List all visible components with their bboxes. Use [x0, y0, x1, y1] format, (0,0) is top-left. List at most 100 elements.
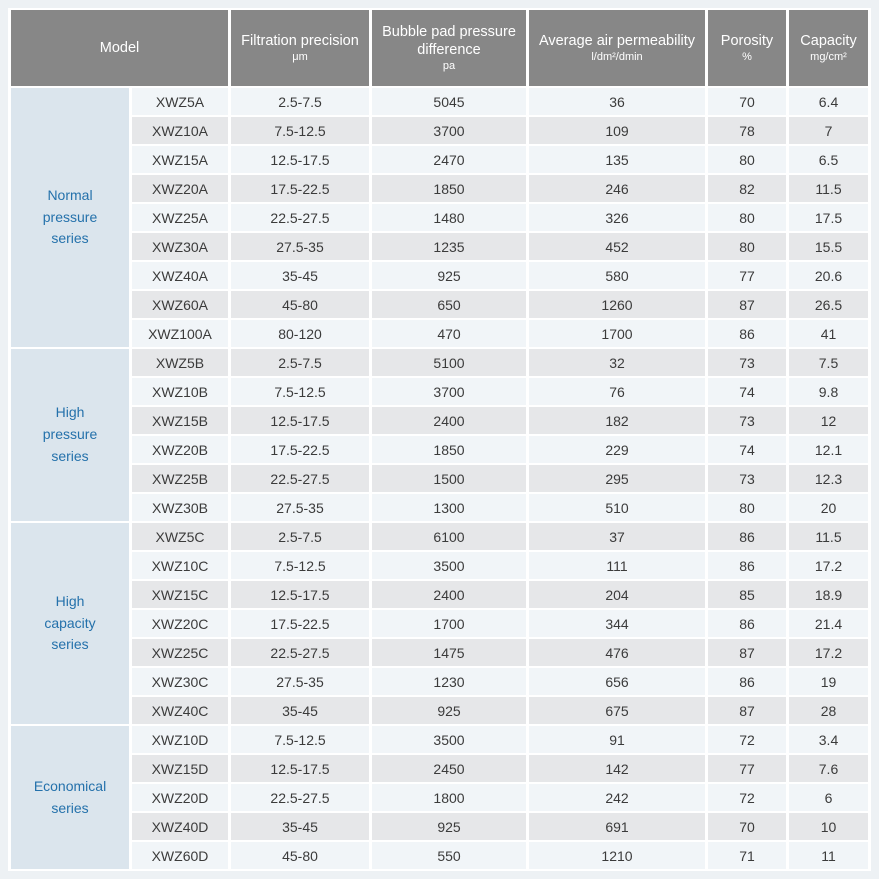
cell-permeability: 91 [529, 726, 705, 753]
cell-porosity: 73 [708, 349, 786, 376]
cell-pressure: 2470 [372, 146, 526, 173]
cell-model: XWZ5A [132, 88, 228, 115]
cell-model: XWZ10B [132, 378, 228, 405]
col-header-capacity: Capacity mg/cm² [789, 10, 868, 86]
col-header-porosity-title: Porosity [720, 32, 774, 49]
cell-model: XWZ25C [132, 639, 228, 666]
cell-permeability: 204 [529, 581, 705, 608]
cell-porosity: 77 [708, 755, 786, 782]
table-header: Model Filtration precision μm Bubble pad… [11, 10, 868, 86]
cell-capacity: 12.3 [789, 465, 868, 492]
cell-pressure: 1480 [372, 204, 526, 231]
cell-model: XWZ20D [132, 784, 228, 811]
cell-pressure: 1235 [372, 233, 526, 260]
cell-pressure: 3700 [372, 117, 526, 144]
table-row: Normal pressure series XWZ5A 2.5-7.5 5045 36… [11, 88, 868, 347]
product-spec-table: Model Filtration precision μm Bubble pad… [8, 8, 871, 871]
cell-model: XWZ15D [132, 755, 228, 782]
col-header-filtration-precision: Filtration precision μm [231, 10, 369, 86]
cell-porosity: 82 [708, 175, 786, 202]
col-header-capacity-title: Capacity [800, 32, 857, 49]
cell-capacity: 19 [789, 668, 868, 695]
cell-precision: 17.5-22.5 [231, 175, 369, 202]
table-row: XWZ10B 7.5-12.5 3700 76 74 9.8 [11, 378, 868, 405]
cell-pressure: 1500 [372, 465, 526, 492]
table-row: XWZ30A 27.5-35 1235 452 80 15.5 [11, 233, 868, 260]
cell-capacity: 17.2 [789, 639, 868, 666]
col-header-model: Model [11, 10, 228, 86]
cell-precision: 12.5-17.5 [231, 581, 369, 608]
cell-pressure: 3700 [372, 378, 526, 405]
cell-pressure: 1800 [372, 784, 526, 811]
cell-model: XWZ10C [132, 552, 228, 579]
cell-capacity: 11.5 [789, 175, 868, 202]
cell-porosity: 77 [708, 262, 786, 289]
cell-porosity: 73 [708, 407, 786, 434]
cell-porosity: 86 [708, 552, 786, 579]
table-row: XWZ15A 12.5-17.5 2470 135 80 6.5 [11, 146, 868, 173]
cell-capacity: 11 [789, 842, 868, 869]
cell-porosity: 86 [708, 610, 786, 637]
cell-precision: 12.5-17.5 [231, 407, 369, 434]
cell-model: XWZ15B [132, 407, 228, 434]
cell-precision: 45-80 [231, 842, 369, 869]
cell-porosity: 86 [708, 668, 786, 695]
cell-permeability: 452 [529, 233, 705, 260]
cell-permeability: 182 [529, 407, 705, 434]
cell-capacity: 6 [789, 784, 868, 811]
cell-model: XWZ20B [132, 436, 228, 463]
cell-model: XWZ40C [132, 697, 228, 724]
cell-porosity: 71 [708, 842, 786, 869]
cell-capacity: 10 [789, 813, 868, 840]
series-group-label: Economical series [11, 726, 129, 869]
cell-capacity: 17.5 [789, 204, 868, 231]
table-row: XWZ30C 27.5-35 1230 656 86 19 [11, 668, 868, 695]
cell-permeability: 109 [529, 117, 705, 144]
cell-permeability: 36 [529, 88, 705, 115]
cell-model: XWZ25B [132, 465, 228, 492]
cell-permeability: 111 [529, 552, 705, 579]
cell-pressure: 2400 [372, 407, 526, 434]
cell-permeability: 510 [529, 494, 705, 521]
cell-pressure: 925 [372, 697, 526, 724]
table-row: XWZ15C 12.5-17.5 2400 204 85 18.9 [11, 581, 868, 608]
series-group-label: High pressure series [11, 349, 129, 521]
cell-precision: 35-45 [231, 813, 369, 840]
cell-pressure: 1700 [372, 610, 526, 637]
cell-porosity: 86 [708, 320, 786, 347]
cell-capacity: 6.5 [789, 146, 868, 173]
col-header-filtration-precision-title: Filtration precision [241, 32, 359, 49]
cell-permeability: 246 [529, 175, 705, 202]
cell-pressure: 2450 [372, 755, 526, 782]
col-header-filtration-precision-unit: μm [292, 50, 308, 63]
col-header-bubble-pad-pressure-title: Bubble pad pressure difference [382, 23, 516, 58]
cell-capacity: 12.1 [789, 436, 868, 463]
cell-pressure: 2400 [372, 581, 526, 608]
cell-capacity: 7.6 [789, 755, 868, 782]
cell-pressure: 925 [372, 813, 526, 840]
cell-capacity: 18.9 [789, 581, 868, 608]
cell-pressure: 3500 [372, 726, 526, 753]
cell-pressure: 5100 [372, 349, 526, 376]
cell-porosity: 70 [708, 88, 786, 115]
col-header-porosity-unit: % [742, 50, 752, 63]
cell-precision: 7.5-12.5 [231, 726, 369, 753]
cell-model: XWZ60A [132, 291, 228, 318]
table-row: XWZ20A 17.5-22.5 1850 246 82 11.5 [11, 175, 868, 202]
series-group-label: High capacity series [11, 523, 129, 724]
table-row: High pressure series XWZ5B 2.5-7.5 5100 32 73… [11, 349, 868, 521]
cell-model: XWZ20A [132, 175, 228, 202]
cell-pressure: 1850 [372, 436, 526, 463]
cell-permeability: 656 [529, 668, 705, 695]
table-row: XWZ20C 17.5-22.5 1700 344 86 21.4 [11, 610, 868, 637]
table-row: XWZ40A 35-45 925 580 77 20.6 [11, 262, 868, 289]
cell-permeability: 142 [529, 755, 705, 782]
cell-porosity: 85 [708, 581, 786, 608]
cell-capacity: 20 [789, 494, 868, 521]
cell-pressure: 5045 [372, 88, 526, 115]
cell-precision: 7.5-12.5 [231, 552, 369, 579]
table-row: XWZ40D 35-45 925 691 70 10 [11, 813, 868, 840]
cell-precision: 7.5-12.5 [231, 378, 369, 405]
cell-permeability: 675 [529, 697, 705, 724]
col-header-capacity-unit: mg/cm² [810, 50, 847, 63]
